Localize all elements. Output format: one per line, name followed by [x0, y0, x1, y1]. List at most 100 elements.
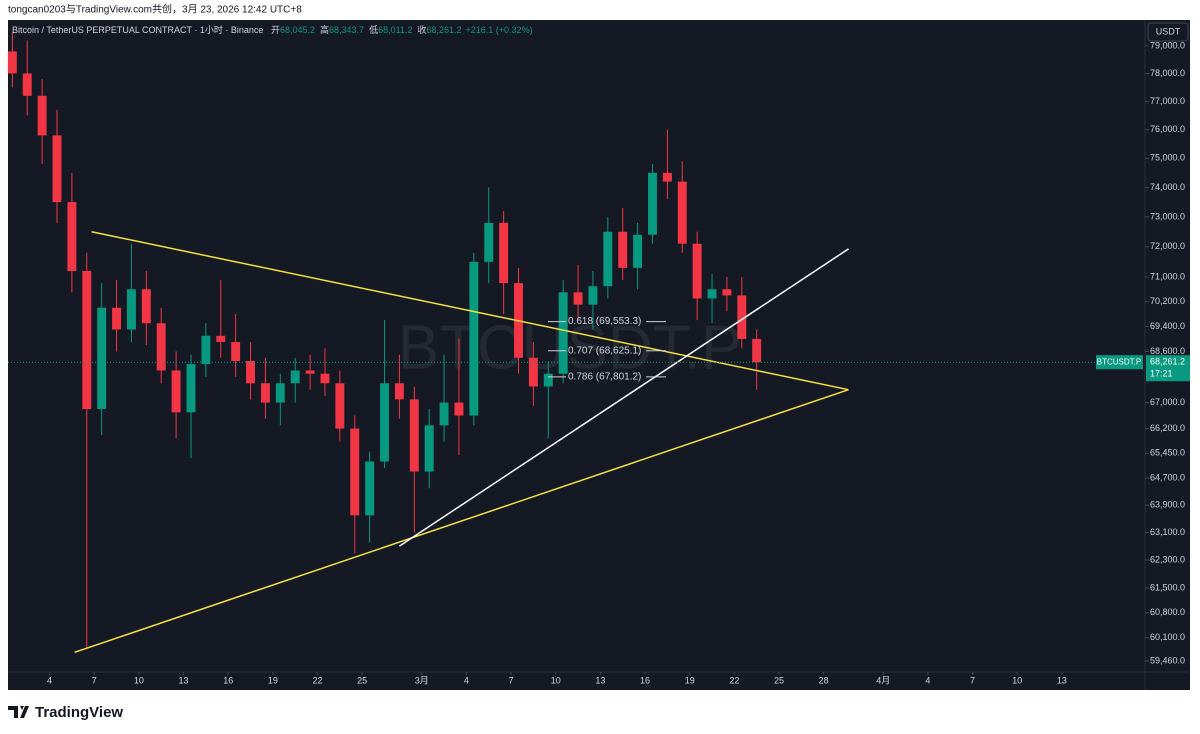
- y-tick-label: 78,000.0: [1150, 68, 1185, 78]
- currency-button[interactable]: [1147, 22, 1189, 42]
- candle-body: [722, 289, 732, 296]
- candle-body: [156, 323, 166, 371]
- y-tick-label: 71,000.0: [1150, 271, 1185, 281]
- candle-body: [603, 231, 613, 287]
- candle-body: [97, 307, 107, 410]
- x-tick-label: 3月: [415, 675, 429, 685]
- candle-body: [171, 370, 181, 413]
- trend-line: [398, 248, 849, 547]
- symbol-title: Bitcoin / TetherUS PERPETUAL CONTRACT · …: [12, 24, 263, 35]
- x-tick-label: 13: [1057, 675, 1067, 685]
- candle-body: [528, 357, 538, 387]
- change: +216.1 (+0.32%): [466, 25, 533, 35]
- x-tick-label: 16: [640, 675, 650, 685]
- ohlc-value: 68,045.2: [280, 25, 315, 35]
- ohlc-value: 68,261.2: [426, 25, 461, 35]
- y-tick-label: 62,300.0: [1150, 554, 1185, 564]
- ohlc-key: 低: [369, 24, 378, 35]
- candle-body: [469, 261, 479, 416]
- fib-label: 0.618 (69,553.3): [568, 316, 641, 327]
- logo-mark: [8, 706, 29, 718]
- candle-body: [484, 222, 494, 262]
- x-tick-label: 13: [595, 675, 605, 685]
- candle-body: [752, 338, 762, 363]
- y-tick-label: 72,000.0: [1150, 241, 1185, 251]
- x-tick-label: 4: [925, 675, 930, 685]
- y-tick-label: 67,000.0: [1150, 397, 1185, 407]
- y-tick-label: 63,900.0: [1150, 500, 1185, 510]
- y-tick-label: 64,700.0: [1150, 473, 1185, 483]
- candle-body: [52, 135, 62, 203]
- y-tick-label: 66,200.0: [1150, 423, 1185, 433]
- candle-body: [677, 181, 687, 244]
- price-tag: [1146, 355, 1190, 382]
- candle-body: [633, 234, 643, 268]
- x-tick-label: 22: [729, 675, 739, 685]
- x-tick-label: 7: [509, 675, 514, 685]
- symbol-tag: [1096, 355, 1143, 370]
- candle-body: [67, 202, 77, 271]
- candle-body: [246, 360, 256, 384]
- ohlc-value: 68,011.2: [378, 25, 412, 35]
- candle-body: [82, 270, 92, 410]
- pane: BTCUSDT.P 79,000.0 78,000.0 77,000.0 76,000.…: [7, 32, 1190, 685]
- x-tick-label: 10: [551, 675, 561, 685]
- candle-body: [201, 335, 211, 365]
- x-tick-label: 25: [774, 675, 784, 685]
- candle-body: [454, 402, 464, 416]
- y-tick-label: 60,800.0: [1150, 607, 1185, 617]
- trend-line: [91, 231, 849, 391]
- y-tick-label: 77,000.0: [1150, 96, 1185, 106]
- candle-body: [558, 292, 568, 374]
- fib-label: 0.707 (68,625.1): [568, 345, 641, 356]
- currency[interactable]: USDT: [1156, 26, 1181, 36]
- x-tick-label: 7: [92, 675, 97, 685]
- candle-body: [186, 364, 196, 413]
- y-tick-label: 59,460.0: [1150, 655, 1185, 665]
- ohlc-key: 收: [417, 24, 426, 35]
- y-tick-label: 60,100.0: [1150, 632, 1185, 642]
- credit: tongcan0203与TradingView.com共创，3月 23, 202…: [8, 3, 302, 16]
- candle-body: [394, 383, 404, 400]
- last-price-label: 68,261.2: [1150, 357, 1185, 367]
- trend-line: [74, 388, 849, 654]
- x-tick-label: 4月: [876, 675, 890, 685]
- x-tick-label: 4: [47, 675, 52, 685]
- candle-body: [424, 425, 434, 472]
- candle-body: [37, 95, 47, 136]
- candle-body: [320, 373, 330, 384]
- candle-body: [335, 383, 345, 429]
- candle-body: [365, 461, 375, 516]
- candle-body: [409, 399, 419, 472]
- x-tick-label: 7: [970, 675, 975, 685]
- y-tick-label: 74,000.0: [1150, 182, 1185, 192]
- legend: Bitcoin / TetherUS PERPETUAL CONTRACT · …: [12, 24, 533, 35]
- y-tick-label: 73,000.0: [1150, 211, 1185, 221]
- candle-body: [588, 286, 598, 305]
- x-tick-label: 25: [357, 675, 367, 685]
- candle-body: [260, 383, 270, 403]
- watermark: BTCUSDT.P: [398, 313, 742, 382]
- candle-body: [7, 51, 17, 74]
- x-tick-label: 10: [1012, 675, 1022, 685]
- candle-body: [707, 289, 717, 299]
- x-tick-label: 13: [179, 675, 189, 685]
- candle-body: [662, 172, 672, 182]
- candle-body: [499, 222, 509, 284]
- y-tick-label: 79,000.0: [1150, 40, 1185, 50]
- x-tick-label: 19: [685, 675, 695, 685]
- candle-body: [543, 373, 553, 387]
- candle-body: [692, 243, 702, 299]
- candle-body: [126, 289, 136, 330]
- brand: TradingView: [35, 704, 123, 721]
- ohlc-key: 高: [320, 24, 329, 35]
- y-tick-label: 70,200.0: [1150, 296, 1185, 306]
- y-tick-label: 63,100.0: [1150, 527, 1185, 537]
- x-tick-label: 28: [819, 675, 829, 685]
- candle-body: [290, 370, 300, 384]
- x-tick-label: 4: [464, 675, 469, 685]
- candle-body: [141, 289, 151, 324]
- candle-body: [380, 383, 389, 462]
- x-tick-label: 10: [134, 675, 144, 685]
